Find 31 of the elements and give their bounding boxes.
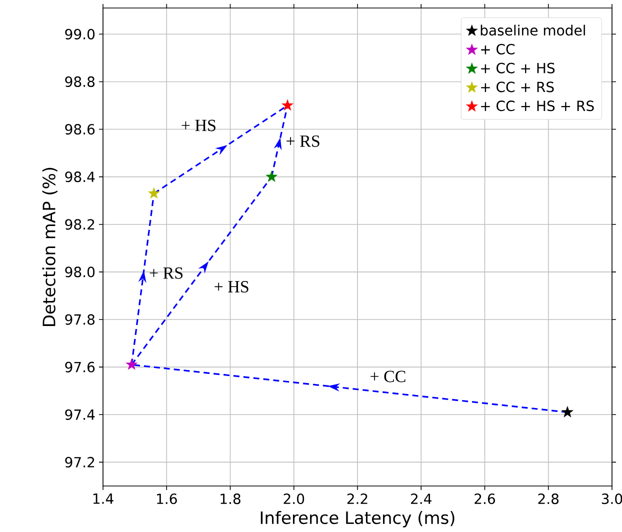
- legend-label: + CC + RS: [481, 82, 554, 92]
- x-tick-label: 2.0: [284, 494, 304, 504]
- y-tick-label: 97.6: [65, 362, 95, 372]
- x-tick-label: 2.2: [347, 494, 368, 504]
- x-axis-title: Inference Latency (ms): [260, 510, 454, 528]
- legend-label: + CC + HS: [481, 62, 555, 74]
- y-tick-label: 98.6: [65, 124, 95, 135]
- y-tick-label: 98.4: [65, 172, 95, 182]
- x-tick-label: 1.4: [93, 494, 114, 504]
- y-axis-title: Detection mAP (%): [42, 168, 58, 326]
- legend-label: baseline model: [480, 24, 585, 36]
- legend-label: + CC: [481, 44, 515, 54]
- annotation: + RS: [286, 135, 320, 147]
- annotation: + RS: [150, 267, 183, 279]
- y-tick-label: 97.2: [65, 456, 94, 468]
- annotation: + CC: [370, 370, 406, 382]
- y-tick-label: 97.4: [65, 409, 95, 420]
- x-tick-label: 1.6: [157, 494, 177, 504]
- x-tick-label: 3.0: [602, 494, 622, 504]
- annotation: + HS: [182, 120, 216, 132]
- x-tick-label: 1.8: [220, 494, 240, 504]
- x-tick-label: 2.6: [474, 494, 495, 504]
- annotation: + HS: [214, 281, 248, 292]
- x-tick-label: 2.8: [538, 494, 559, 504]
- y-tick-label: 98.2: [65, 219, 94, 230]
- y-tick-label: 99.0: [65, 28, 95, 40]
- y-tick-label: 97.8: [65, 314, 95, 325]
- legend-label: + CC + HS + RS: [481, 100, 594, 112]
- y-tick-label: 98.8: [65, 76, 95, 88]
- y-tick-label: 98.0: [65, 266, 95, 278]
- x-tick-label: 2.4: [411, 494, 432, 504]
